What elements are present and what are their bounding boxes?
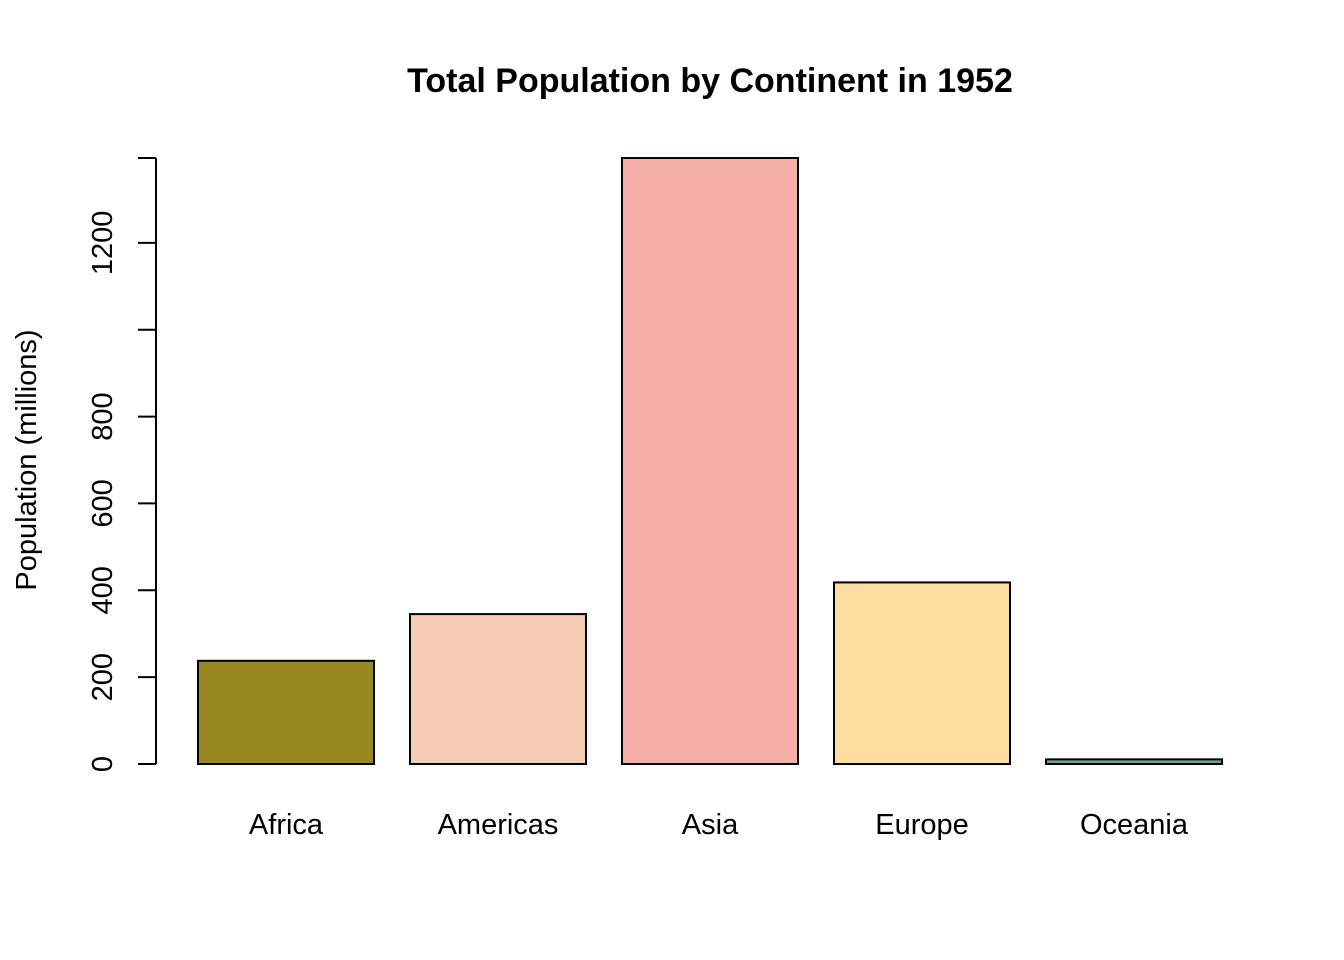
x-category-label: Americas [438, 809, 559, 841]
y-tick-label: 200 [87, 653, 119, 701]
y-tick-label: 1200 [87, 211, 119, 276]
bars-group [197, 157, 1223, 766]
y-tick-label: 600 [87, 479, 119, 527]
chart-title: Total Population by Continent in 1952 [407, 62, 1013, 100]
x-axis-labels: Africa Americas Asia Europe Oceania [249, 809, 1189, 841]
x-category-label: Europe [875, 809, 969, 841]
bar-asia [621, 157, 799, 765]
y-axis-label: Population (millions) [11, 329, 43, 590]
bar-europe [833, 581, 1011, 766]
x-category-label: Oceania [1080, 809, 1189, 841]
y-tick-label: 400 [87, 566, 119, 614]
bar-americas [409, 613, 587, 765]
x-category-label: Africa [249, 809, 324, 841]
x-category-label: Asia [682, 809, 739, 841]
y-tick-label: 0 [87, 756, 119, 772]
y-tick-label: 800 [87, 392, 119, 440]
y-axis: 0 200 400 600 800 1200 [87, 157, 157, 772]
bar-africa [197, 659, 375, 765]
bar-oceania [1045, 758, 1223, 765]
